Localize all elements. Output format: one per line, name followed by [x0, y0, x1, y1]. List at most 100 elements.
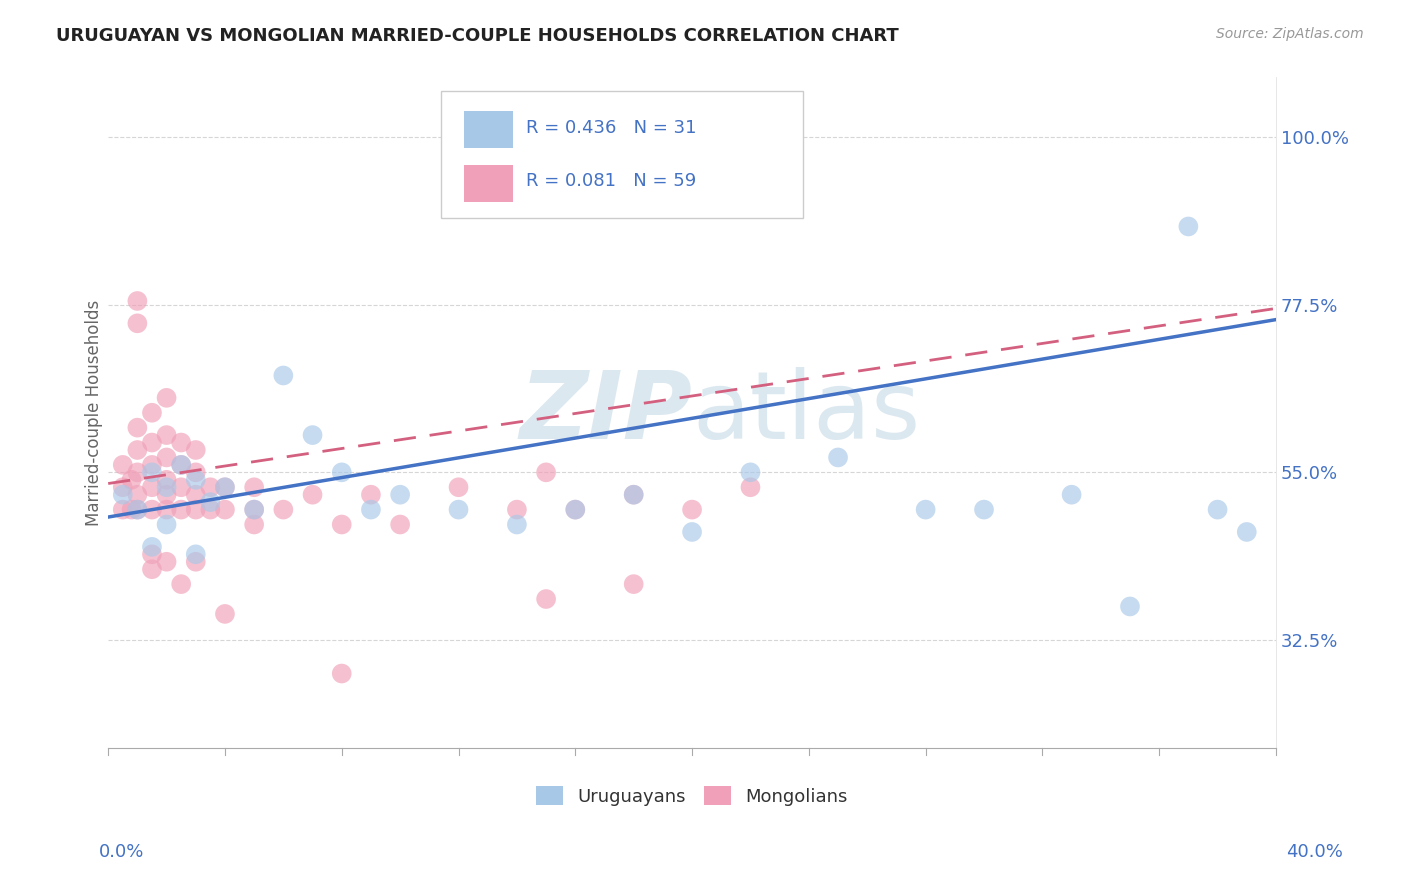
Point	[1177, 219, 1199, 234]
Point	[141, 502, 163, 516]
Point	[214, 480, 236, 494]
Point	[389, 488, 412, 502]
Legend: Uruguayans, Mongolians: Uruguayans, Mongolians	[529, 779, 855, 813]
Point	[681, 524, 703, 539]
Point	[141, 480, 163, 494]
Point	[111, 502, 134, 516]
Point	[1060, 488, 1083, 502]
Point	[200, 495, 222, 509]
Point	[681, 502, 703, 516]
Point	[214, 607, 236, 621]
Point	[127, 488, 149, 502]
Point	[121, 502, 143, 516]
Point	[184, 466, 207, 480]
Point	[141, 466, 163, 480]
Point	[243, 480, 266, 494]
Point	[141, 435, 163, 450]
FancyBboxPatch shape	[464, 111, 513, 148]
Point	[534, 592, 557, 607]
Point	[155, 488, 177, 502]
Point	[301, 428, 323, 442]
Text: ZIP: ZIP	[519, 367, 692, 458]
Point	[121, 473, 143, 487]
Point	[170, 577, 193, 591]
Point	[1119, 599, 1142, 614]
Point	[243, 502, 266, 516]
Point	[184, 547, 207, 561]
Point	[243, 502, 266, 516]
Point	[155, 555, 177, 569]
Point	[564, 502, 586, 516]
Point	[1236, 524, 1258, 539]
Point	[273, 502, 295, 516]
Point	[506, 517, 529, 532]
Point	[214, 480, 236, 494]
Point	[200, 480, 222, 494]
Point	[184, 442, 207, 457]
Point	[243, 517, 266, 532]
Point	[170, 502, 193, 516]
Point	[506, 502, 529, 516]
Text: R = 0.081   N = 59: R = 0.081 N = 59	[526, 172, 696, 190]
Point	[155, 428, 177, 442]
FancyBboxPatch shape	[464, 165, 513, 202]
Point	[127, 502, 149, 516]
Point	[184, 555, 207, 569]
Text: URUGUAYAN VS MONGOLIAN MARRIED-COUPLE HOUSEHOLDS CORRELATION CHART: URUGUAYAN VS MONGOLIAN MARRIED-COUPLE HO…	[56, 27, 898, 45]
Point	[170, 458, 193, 472]
Point	[827, 450, 849, 465]
Point	[184, 488, 207, 502]
Text: 40.0%: 40.0%	[1286, 843, 1343, 861]
Point	[360, 488, 382, 502]
Point	[127, 442, 149, 457]
Point	[155, 517, 177, 532]
Point	[170, 435, 193, 450]
Point	[127, 466, 149, 480]
Point	[155, 391, 177, 405]
Point	[1206, 502, 1229, 516]
Point	[111, 480, 134, 494]
Point	[447, 502, 470, 516]
Point	[141, 562, 163, 576]
Text: 0.0%: 0.0%	[98, 843, 143, 861]
Point	[914, 502, 936, 516]
Point	[155, 473, 177, 487]
Point	[127, 502, 149, 516]
Point	[973, 502, 995, 516]
Point	[534, 466, 557, 480]
Point	[740, 480, 762, 494]
Point	[389, 517, 412, 532]
Point	[623, 488, 645, 502]
Point	[330, 517, 353, 532]
Point	[623, 488, 645, 502]
Point	[141, 406, 163, 420]
Text: atlas: atlas	[692, 367, 921, 458]
Point	[623, 577, 645, 591]
Text: R = 0.436   N = 31: R = 0.436 N = 31	[526, 119, 697, 136]
Text: Source: ZipAtlas.com: Source: ZipAtlas.com	[1216, 27, 1364, 41]
Point	[141, 458, 163, 472]
Point	[111, 488, 134, 502]
Point	[111, 458, 134, 472]
Point	[127, 316, 149, 330]
Point	[170, 458, 193, 472]
Point	[155, 502, 177, 516]
Point	[127, 293, 149, 308]
Point	[301, 488, 323, 502]
Point	[200, 502, 222, 516]
Point	[155, 450, 177, 465]
Point	[330, 666, 353, 681]
Point	[170, 480, 193, 494]
Point	[564, 502, 586, 516]
Point	[184, 473, 207, 487]
Point	[184, 502, 207, 516]
Point	[360, 502, 382, 516]
Point	[273, 368, 295, 383]
Y-axis label: Married-couple Households: Married-couple Households	[86, 300, 103, 526]
Point	[214, 502, 236, 516]
Point	[155, 480, 177, 494]
Point	[141, 547, 163, 561]
Point	[740, 466, 762, 480]
FancyBboxPatch shape	[441, 91, 803, 219]
Point	[447, 480, 470, 494]
